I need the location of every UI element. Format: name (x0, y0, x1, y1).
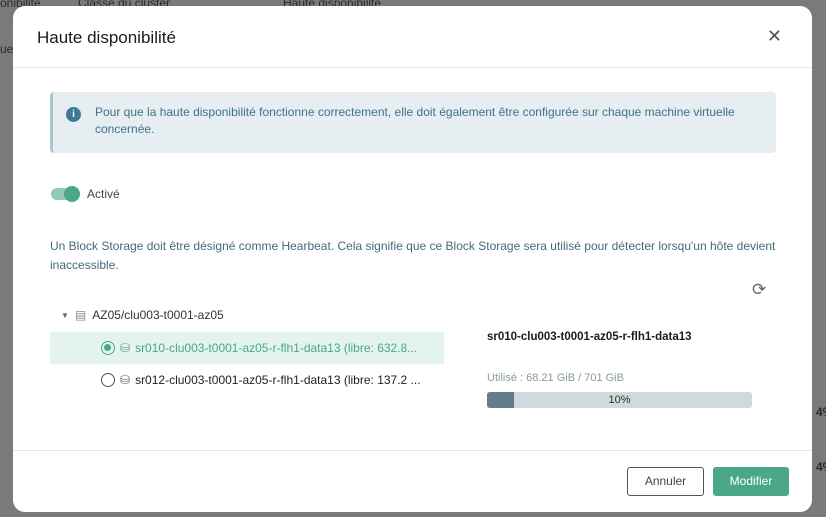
info-icon: i (66, 107, 81, 122)
refresh-icon[interactable]: ⟳ (752, 280, 767, 299)
selected-storage-name: sr010-clu003-t0001-az05-r-flh1-data13 (487, 331, 692, 343)
usage-text: Utilisé : 68.21 GiB / 701 GiB (487, 372, 624, 384)
radio-unchecked[interactable] (101, 373, 115, 387)
storage-option[interactable]: ⛁ sr012-clu003-t0001-az05-r-flh1-data13 … (50, 364, 444, 396)
usage-progress-fill (487, 392, 514, 408)
heartbeat-description: Un Block Storage doit être désigné comme… (50, 239, 776, 272)
divider (13, 67, 812, 68)
usage-progress-bar: 10% (487, 392, 752, 408)
ha-toggle[interactable] (51, 186, 80, 202)
storage-label: sr012-clu003-t0001-az05-r-flh1-data13 (l… (135, 373, 421, 387)
tree-root-label: AZ05/clu003-t0001-az05 (92, 308, 224, 322)
info-alert: i Pour que la haute disponibilité foncti… (50, 92, 776, 153)
toggle-label: Activé (87, 187, 120, 201)
database-icon: ⛁ (120, 341, 131, 355)
radio-checked[interactable] (101, 341, 115, 355)
cancel-button[interactable]: Annuler (627, 467, 704, 496)
tree-root[interactable]: ▼ ▤ AZ05/clu003-t0001-az05 (61, 308, 224, 322)
close-icon[interactable]: ✕ (766, 26, 782, 46)
storage-option[interactable]: ⛁ sr010-clu003-t0001-az05-r-flh1-data13 … (50, 332, 444, 364)
caret-down-icon[interactable]: ▼ (61, 310, 69, 320)
dialog-title: Haute disponibilité (37, 28, 176, 47)
database-icon: ⛁ (120, 373, 131, 387)
info-text: Pour que la haute disponibilité fonction… (95, 105, 735, 136)
usage-percent: 10% (608, 394, 631, 406)
divider (13, 450, 812, 451)
submit-button[interactable]: Modifier (713, 467, 789, 496)
cluster-icon: ▤ (74, 308, 87, 322)
storage-label: sr010-clu003-t0001-az05-r-flh1-data13 (l… (135, 341, 418, 355)
high-availability-dialog: Haute disponibilité ✕ i Pour que la haut… (13, 6, 812, 512)
